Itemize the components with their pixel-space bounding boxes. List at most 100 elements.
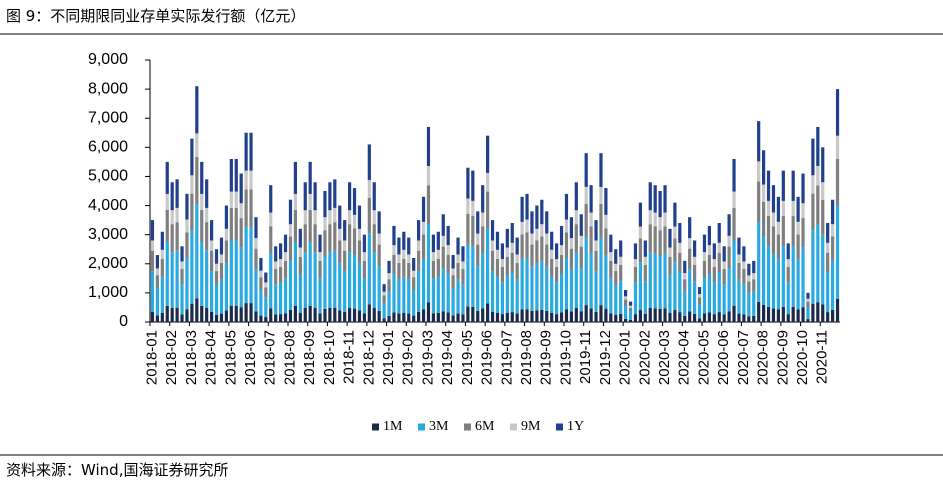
bar-segment	[200, 241, 204, 306]
bar-segment	[249, 303, 253, 322]
bar-segment	[628, 301, 633, 306]
bar-segment	[520, 196, 524, 222]
bar-segment	[407, 237, 411, 255]
bar-segment	[781, 246, 785, 307]
bar-segment	[397, 262, 401, 280]
bar-segment	[604, 308, 608, 322]
bar-segment	[407, 313, 411, 322]
bar-segment	[348, 224, 352, 253]
bar-segment	[200, 209, 204, 242]
bar-segment	[732, 207, 736, 241]
bar-segment	[663, 226, 667, 254]
bar-segment	[535, 263, 539, 311]
bar-segment	[431, 252, 435, 261]
bar-segment	[352, 214, 357, 229]
bar-segment	[382, 284, 386, 292]
bar-segment	[431, 234, 435, 253]
bar-segment	[224, 240, 228, 264]
bar-segment	[668, 228, 672, 248]
bar-segment	[697, 294, 702, 298]
bar-segment	[343, 240, 347, 251]
bar-segment	[831, 236, 835, 261]
bar-segment	[781, 216, 785, 247]
bar-segment	[831, 260, 835, 310]
bar-segment	[283, 260, 288, 279]
bar-segment	[456, 313, 460, 322]
bar-segment	[298, 312, 302, 322]
bar-segment	[264, 282, 268, 288]
bar-segment	[446, 273, 450, 313]
y-tick-label: 6,000	[88, 139, 128, 156]
legend-label: 1M	[383, 419, 403, 434]
bar-segment	[214, 263, 219, 272]
bar-segment	[486, 135, 490, 173]
bar-segment	[757, 301, 761, 322]
bar-segment	[357, 205, 362, 229]
bar-segment	[486, 303, 490, 322]
bar-segment	[402, 258, 406, 277]
bar-segment	[308, 209, 312, 242]
bar-segment	[224, 310, 228, 322]
bar-segment	[668, 275, 672, 313]
bar-segment	[826, 252, 830, 273]
x-tick-label: 2018-10	[321, 330, 338, 385]
bar-segment	[333, 250, 337, 308]
legend-swatch	[418, 423, 425, 431]
bar-segment	[589, 226, 593, 254]
x-tick-label: 2020-06	[715, 330, 732, 385]
bar-segment	[628, 319, 633, 322]
bar-segment	[362, 260, 366, 279]
bar-segment	[752, 315, 756, 322]
bar-segment	[831, 309, 835, 322]
bar-segment	[200, 161, 204, 194]
legend-label: 9M	[521, 419, 541, 434]
bar-segment	[525, 309, 529, 322]
bar-segment	[357, 310, 362, 322]
bar-segment	[495, 258, 500, 277]
bar-segment	[210, 250, 214, 272]
bar-segment	[239, 173, 243, 204]
bar-segment	[451, 268, 455, 276]
bar-segment	[697, 304, 702, 319]
bar-segment	[727, 214, 731, 236]
bar-segment	[279, 259, 283, 267]
bar-segment	[362, 252, 366, 261]
bar-segment	[678, 223, 682, 243]
bar-segment	[269, 212, 273, 227]
bar-segment	[628, 307, 633, 312]
bar-segment	[165, 209, 169, 242]
bar-segment	[545, 233, 549, 245]
x-tick-label: 2018-04	[203, 330, 220, 385]
bar-segment	[352, 308, 357, 322]
bar-segment	[658, 308, 662, 322]
bar-segment	[831, 199, 835, 225]
bar-segment	[624, 296, 628, 300]
bar-segment	[653, 308, 657, 322]
bar-segment	[717, 223, 721, 243]
bar-segment	[466, 167, 470, 199]
bar-segment	[338, 240, 342, 264]
bar-segment	[633, 266, 638, 283]
bar-segment	[155, 275, 159, 289]
bar-segment	[712, 282, 716, 315]
bar-segment	[461, 269, 465, 285]
bar-segment	[150, 220, 155, 241]
source-note: 资料来源：Wind,国海证券研究所	[6, 461, 228, 479]
bar-segment	[781, 306, 785, 322]
bar-segment	[254, 217, 258, 239]
bar-segment	[628, 305, 633, 308]
bar-segment	[599, 186, 603, 204]
legend-label: 6M	[475, 419, 495, 434]
bar-segment	[214, 271, 219, 286]
bar-segment	[333, 207, 337, 223]
bar-segment	[239, 218, 243, 248]
bar-segment	[160, 276, 164, 313]
bar-segment	[742, 269, 746, 285]
bar-segment	[328, 210, 332, 225]
bar-segment	[816, 185, 820, 225]
bar-segment	[274, 246, 278, 262]
bar-segment	[254, 269, 258, 312]
bar-segment	[658, 230, 662, 257]
bar-segment	[461, 261, 465, 270]
bar-segment	[155, 315, 159, 322]
